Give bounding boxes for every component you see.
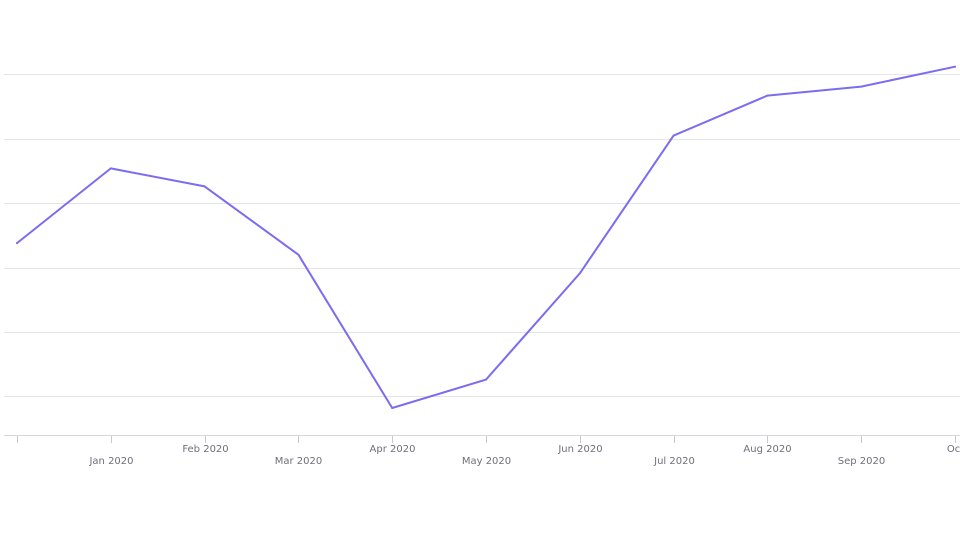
data-point-0-2 [203,185,206,188]
x-tick-label-7: Jul 2020 [653,456,695,467]
x-tick-label-5: May 2020 [462,456,511,467]
data-point-0-9 [860,85,863,88]
data-point-0-3 [297,253,300,256]
data-point-0-7 [672,134,675,137]
series-line-0 [16,65,956,409]
x-tick-label-6: Jun 2020 [557,444,602,455]
data-point-0-8 [766,94,769,97]
x-tick-label-2: Feb 2020 [182,444,228,455]
data-point-0-10 [954,65,956,68]
x-tick-label-8: Aug 2020 [743,444,791,455]
data-point-0-5 [485,378,487,381]
x-axis: Jan 2020 Feb 2020 Mar 2020 Apr 2020 May 2020… [4,435,960,467]
data-point-0-6 [578,272,581,275]
x-tick-label-9: Sep 2020 [838,456,885,467]
data-point-0-1 [109,167,112,170]
series-layer [16,65,956,409]
x-tick-label-1: Jan 2020 [88,456,133,467]
grid-layer [4,74,960,397]
x-tick-label-4: Apr 2020 [370,444,416,455]
data-point-0-4 [391,407,394,409]
x-tick-label-3: Mar 2020 [275,456,323,467]
x-tick-label-10: Oct [947,444,960,455]
data-point-0-0 [16,242,18,245]
